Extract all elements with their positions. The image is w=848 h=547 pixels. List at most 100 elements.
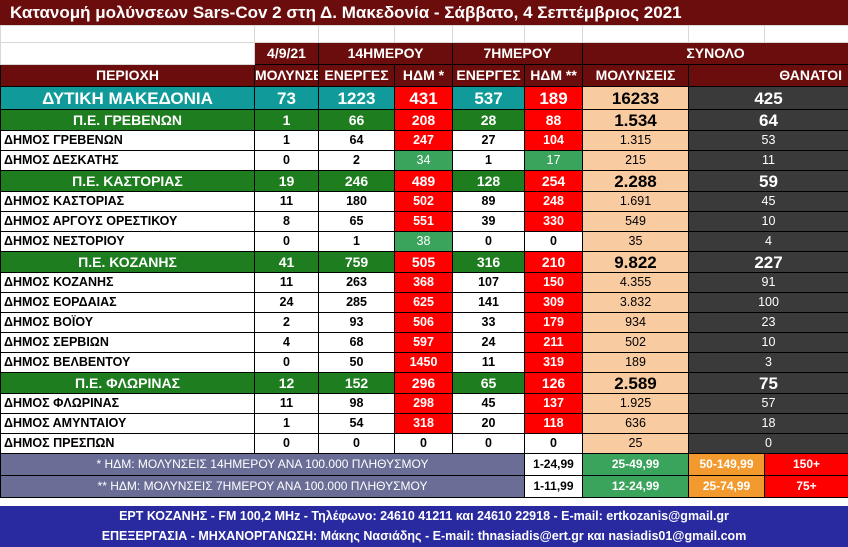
area-name-cell: ΔΥΤΙΚΗ ΜΑΚΕΔΟΝΙΑ [0,86,255,110]
deaths-cell: 45 [688,191,848,212]
new-infections-cell: 2 [254,312,319,333]
active-7-cell: 316 [452,251,525,273]
area-name-cell: ΔΗΜΟΣ ΝΕΣΤΟΡΙΟΥ [0,231,255,252]
area-name-cell: ΔΗΜΟΣ ΠΡΕΣΠΩΝ [0,433,255,454]
active-7-cell: 537 [452,86,525,110]
header-infections: ΜΟΛΥΝΣΕΙΣ [254,64,319,87]
hdm-14-cell: 0 [394,433,453,454]
hdm-14-cell: 296 [394,372,453,394]
new-infections-cell: 1 [254,413,319,434]
hdm-14-cell: 318 [394,413,453,434]
hdm-7-cell: 248 [524,191,583,212]
active-14-cell: 263 [318,272,395,293]
area-name-cell: ΔΗΜΟΣ ΚΑΣΤΟΡΙΑΣ [0,191,255,212]
municipality-row: ΔΗΜΟΣ ΠΡΕΣΠΩΝ 0 0 0 0 0 25 0 [0,433,848,454]
deaths-cell: 91 [688,272,848,293]
legend-range-low: 1-11,99 [524,475,583,498]
active-14-cell: 64 [318,130,395,151]
hdm-14-cell: 551 [394,211,453,232]
hdm-7-cell: 0 [524,231,583,252]
hdm-7-cell: 254 [524,170,583,192]
legend-range-top: 150+ [764,453,848,476]
deaths-cell: 227 [688,251,848,273]
header-14days: 14ΗΜΕΡΟΥ [318,42,453,65]
active-7-cell: 65 [452,372,525,394]
hdm-14-cell: 298 [394,393,453,414]
new-infections-cell: 11 [254,393,319,414]
spacer-row [0,25,848,43]
active-7-cell: 39 [452,211,525,232]
total-infections-cell: 1.315 [582,130,689,151]
hdm-7-cell: 104 [524,130,583,151]
page-title: Κατανομή μολύνσεων Sars-Cov 2 στη Δ. Μακ… [0,0,848,25]
active-14-cell: 65 [318,211,395,232]
active-7-cell: 20 [452,413,525,434]
legend-row: ** ΗΔΜ: ΜΟΛΥΝΣΕΙΣ 7ΗΜΕΡΟΥ ΑΝΑ 100.000 ΠΛ… [0,475,848,498]
new-infections-cell: 1 [254,130,319,151]
deaths-cell: 0 [688,433,848,454]
hdm-14-cell: 247 [394,130,453,151]
legend-note: * ΗΔΜ: ΜΟΛΥΝΣΕΙΣ 14ΗΜΕΡΟΥ ΑΝΑ 100.000 ΠΛ… [0,453,525,476]
legend-range-top: 75+ [764,475,848,498]
municipality-row: ΔΗΜΟΣ ΦΛΩΡΙΝΑΣ 11 98 298 45 137 1.925 57 [0,393,848,414]
footer-credits: ΕΠΕΞΕΡΓΑΣΙΑ - ΜΗΧΑΝΟΡΓΑΝΩΣΗ: Μάκης Νασιά… [0,526,848,547]
header-7days: 7ΗΜΕΡΟΥ [452,42,583,65]
new-infections-cell: 12 [254,372,319,394]
active-7-cell: 28 [452,109,525,131]
deaths-cell: 425 [688,86,848,110]
active-7-cell: 141 [452,292,525,313]
active-7-cell: 89 [452,191,525,212]
active-14-cell: 180 [318,191,395,212]
header-hdm-7: ΗΔΜ ** [524,64,583,87]
deaths-cell: 59 [688,170,848,192]
header-row-1: 4/9/21 14ΗΜΕΡΟΥ 7ΗΜΕΡΟΥ ΣΥΝΟΛΟ [0,42,848,65]
new-infections-cell: 11 [254,272,319,293]
hdm-7-cell: 150 [524,272,583,293]
active-7-cell: 11 [452,352,525,373]
total-infections-cell: 1.534 [582,109,689,131]
municipality-row: ΔΗΜΟΣ ΑΜΥΝΤΑΙΟΥ 1 54 318 20 118 636 18 [0,413,848,434]
hdm-7-cell: 179 [524,312,583,333]
active-14-cell: 1223 [318,86,395,110]
active-7-cell: 33 [452,312,525,333]
header-row-2: ΠΕΡΙΟΧΗ ΜΟΛΥΝΣΕΙΣ ΕΝΕΡΓΕΣ ΗΔΜ * ΕΝΕΡΓΕΣ … [0,64,848,87]
hdm-7-cell: 319 [524,352,583,373]
total-infections-cell: 2.589 [582,372,689,394]
area-name-cell: Π.Ε. ΚΑΣΤΟΡΙΑΣ [0,170,255,192]
regional-unit-row: Π.Ε. ΓΡΕΒΕΝΩΝ 1 66 208 28 88 1.534 64 [0,109,848,131]
deaths-cell: 18 [688,413,848,434]
new-infections-cell: 73 [254,86,319,110]
active-7-cell: 1 [452,150,525,171]
active-14-cell: 246 [318,170,395,192]
deaths-cell: 23 [688,312,848,333]
header-hdm-14: ΗΔΜ * [394,64,453,87]
legend-range-mid: 12-24,99 [582,475,689,498]
municipality-row: ΔΗΜΟΣ ΣΕΡΒΙΩΝ 4 68 597 24 211 502 10 [0,332,848,353]
active-7-cell: 24 [452,332,525,353]
active-14-cell: 759 [318,251,395,273]
new-infections-cell: 24 [254,292,319,313]
active-14-cell: 50 [318,352,395,373]
total-infections-cell: 2.288 [582,170,689,192]
hdm-14-cell: 431 [394,86,453,110]
deaths-cell: 3 [688,352,848,373]
area-name-cell: ΔΗΜΟΣ ΑΡΓΟΥΣ ΟΡΕΣΤΙΚΟΥ [0,211,255,232]
active-14-cell: 93 [318,312,395,333]
hdm-14-cell: 38 [394,231,453,252]
area-name-cell: ΔΗΜΟΣ ΔΕΣΚΑΤΗΣ [0,150,255,171]
active-14-cell: 2 [318,150,395,171]
legend-range-high: 25-74,99 [688,475,765,498]
header-total-infections: ΜΟΛΥΝΣΕΙΣ [582,64,689,87]
municipality-row: ΔΗΜΟΣ ΑΡΓΟΥΣ ΟΡΕΣΤΙΚΟΥ 8 65 551 39 330 549 10 [0,211,848,232]
total-infections-cell: 4.355 [582,272,689,293]
hdm-14-cell: 505 [394,251,453,273]
total-infections-cell: 16233 [582,86,689,110]
total-infections-cell: 189 [582,352,689,373]
new-infections-cell: 0 [254,150,319,171]
total-infections-cell: 215 [582,150,689,171]
municipality-row: ΔΗΜΟΣ ΓΡΕΒΕΝΩΝ 1 64 247 27 104 1.315 53 [0,130,848,151]
active-7-cell: 0 [452,433,525,454]
hdm-7-cell: 137 [524,393,583,414]
municipality-row: ΔΗΜΟΣ ΒΕΛΒΕΝΤΟΥ 0 50 1450 11 319 189 3 [0,352,848,373]
